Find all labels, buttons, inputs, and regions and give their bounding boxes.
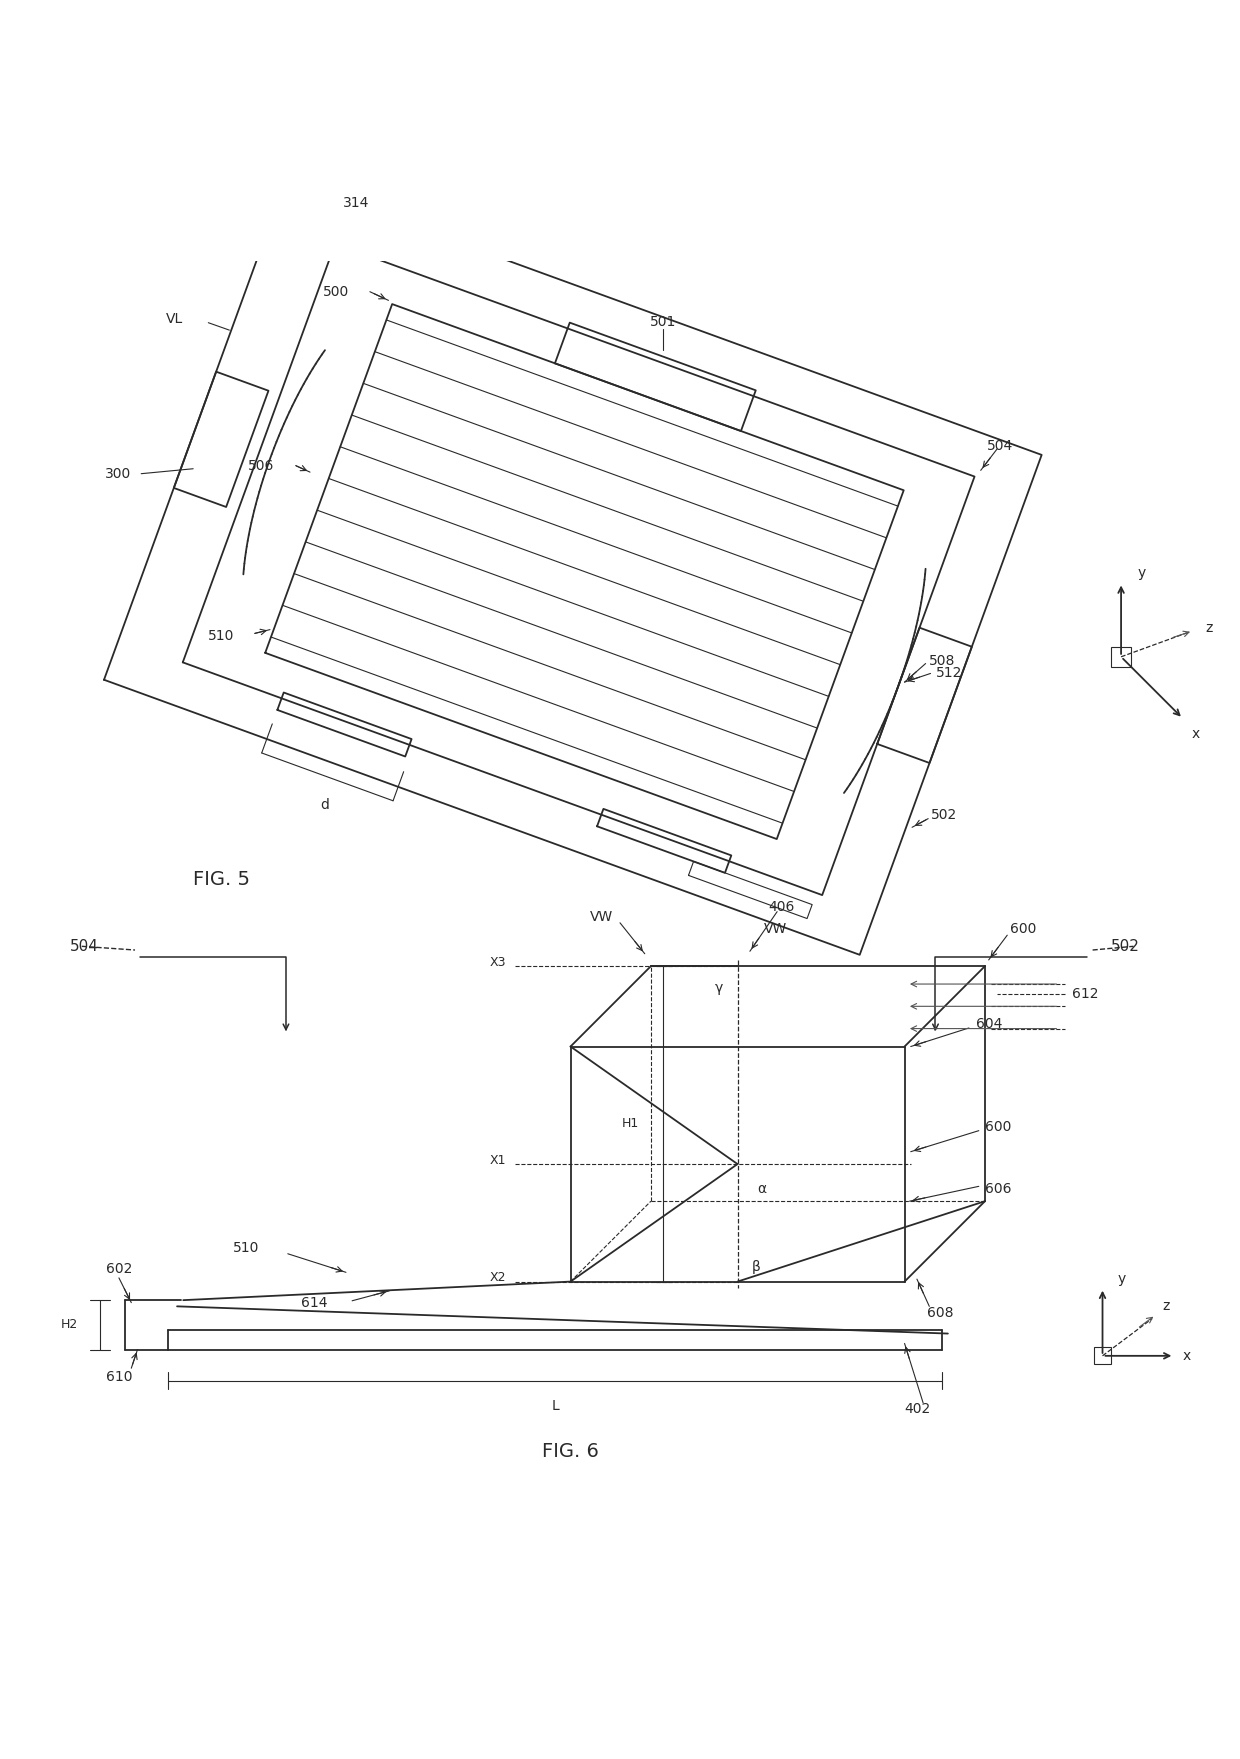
Text: 510: 510 (233, 1240, 259, 1254)
Text: 602: 602 (105, 1263, 133, 1277)
Text: 406: 406 (769, 899, 795, 913)
Text: X3: X3 (490, 955, 506, 969)
Text: 604: 604 (976, 1017, 1003, 1031)
Text: 501: 501 (650, 315, 676, 329)
Text: α: α (758, 1182, 766, 1196)
Text: H1: H1 (621, 1117, 639, 1131)
Text: L: L (551, 1398, 559, 1412)
Text: X2: X2 (490, 1272, 506, 1284)
Text: 502: 502 (1111, 939, 1140, 953)
Bar (1111, 647, 1131, 667)
Text: z: z (1162, 1300, 1169, 1314)
Text: 504: 504 (987, 438, 1013, 452)
Text: 508: 508 (929, 654, 956, 668)
Text: 504: 504 (69, 939, 98, 953)
Text: VW: VW (764, 922, 787, 936)
Text: 502: 502 (931, 807, 957, 821)
Text: 600: 600 (985, 1120, 1012, 1135)
Text: 314: 314 (343, 197, 370, 211)
Text: y: y (1117, 1272, 1126, 1286)
Text: 600: 600 (1009, 922, 1037, 936)
Text: 612: 612 (1071, 987, 1099, 1001)
Text: y: y (1137, 566, 1146, 580)
Text: 510: 510 (208, 628, 234, 642)
Text: 608: 608 (926, 1305, 954, 1319)
Text: VL: VL (166, 311, 184, 325)
Text: X1: X1 (490, 1154, 506, 1166)
Text: β: β (751, 1259, 760, 1274)
Text: 500: 500 (322, 285, 348, 299)
Text: H2: H2 (61, 1319, 78, 1332)
Text: VW: VW (590, 909, 613, 923)
Text: z: z (1205, 621, 1213, 635)
Text: 506: 506 (248, 459, 274, 473)
Bar (1094, 1347, 1111, 1365)
Text: FIG. 5: FIG. 5 (193, 871, 250, 888)
Text: 512: 512 (935, 667, 962, 681)
Text: FIG. 6: FIG. 6 (542, 1442, 599, 1460)
Text: 606: 606 (985, 1182, 1012, 1196)
Text: 300: 300 (105, 466, 131, 480)
Text: d: d (320, 799, 329, 813)
Text: 614: 614 (301, 1296, 327, 1310)
Text: 610: 610 (105, 1370, 133, 1384)
Text: 402: 402 (904, 1402, 931, 1416)
Text: γ: γ (714, 982, 723, 996)
Text: x: x (1192, 726, 1199, 741)
Text: x: x (1183, 1349, 1192, 1363)
